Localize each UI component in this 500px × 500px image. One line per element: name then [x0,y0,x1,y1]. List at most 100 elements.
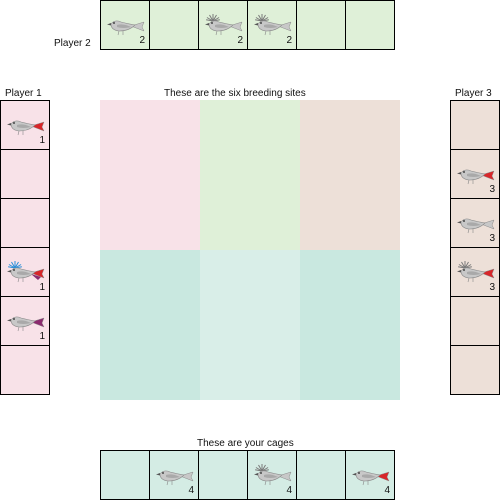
bird-icon[interactable] [5,260,45,286]
eye-icon [13,318,15,320]
leg-icon [362,480,365,486]
grey-crest-icon [458,261,472,269]
leg-icon [264,480,267,486]
player3-cage-column: 3 3 3 [450,100,500,395]
player2-cage-4[interactable]: 2 [247,0,297,50]
bird-count: 2 [286,35,292,46]
bird-icon[interactable] [350,463,390,489]
wing-icon [17,271,31,275]
leg-icon [17,326,20,332]
eye-icon [260,472,262,474]
wing-icon [166,474,180,478]
beak-icon [457,221,461,224]
tail-icon [30,268,45,279]
beak-icon [7,270,11,273]
leg-icon [467,228,470,234]
bird-icon[interactable] [252,463,292,489]
bird-count: 1 [39,135,45,146]
breeding-site-1[interactable] [100,100,200,250]
beak-icon [457,172,461,175]
your-cages-row: 4 4 4 [100,450,395,500]
wing-icon [215,24,229,28]
leg-icon [166,480,169,486]
player2-cage-5[interactable] [296,0,346,50]
bird-icon[interactable] [105,13,145,39]
bird-icon[interactable] [252,13,292,39]
player3-cage-1[interactable] [450,100,500,150]
beak-icon [7,123,11,126]
my-cage-5[interactable] [296,450,346,500]
bird-icon[interactable] [5,113,45,139]
wing-icon [264,474,278,478]
bird-icon[interactable] [455,260,495,286]
beak-icon [457,270,461,273]
leg-icon [17,130,20,136]
grey-crest-icon [206,14,220,22]
player3-cage-5[interactable] [450,296,500,346]
eye-icon [463,171,465,173]
tail-icon [480,170,495,181]
player1-cage-1[interactable]: 1 [0,100,50,150]
breeding-sites-caption: These are the six breeding sites [164,88,306,99]
tail-icon [179,471,194,482]
breeding-site-2[interactable] [200,100,300,250]
player3-cage-6[interactable] [450,345,500,395]
my-cage-1[interactable] [100,450,150,500]
player3-cage-2[interactable]: 3 [450,149,500,199]
player2-cage-2[interactable] [149,0,199,50]
bird-icon[interactable] [5,309,45,335]
breeding-site-5[interactable] [200,250,300,400]
tail-icon [277,471,292,482]
beak-icon [7,319,11,322]
leg-icon [215,30,218,36]
my-cage-6[interactable]: 4 [345,450,395,500]
my-cage-2[interactable]: 4 [149,450,199,500]
player3-cage-4[interactable]: 3 [450,247,500,297]
player3-cage-3[interactable]: 3 [450,198,500,248]
tail-icon [228,21,243,32]
breeding-site-6[interactable] [300,250,400,400]
bird-icon[interactable] [154,463,194,489]
wing-icon [467,173,481,177]
my-cage-4[interactable]: 4 [247,450,297,500]
beak-icon [352,473,356,476]
my-cage-3[interactable] [198,450,248,500]
wing-icon [17,320,31,324]
wing-icon [467,271,481,275]
leg-icon [117,30,120,36]
cages-caption: These are your cages [197,438,294,449]
player2-cage-6[interactable] [345,0,395,50]
beak-icon [254,473,258,476]
eye-icon [13,122,15,124]
player1-cage-5[interactable]: 1 [0,296,50,346]
player3-label: Player 3 [455,88,492,99]
bird-icon[interactable] [455,162,495,188]
grey-crest-icon [255,464,269,472]
player1-label: Player 1 [5,88,42,99]
bird-icon[interactable] [455,211,495,237]
wing-icon [117,24,131,28]
tail-icon [480,219,495,230]
bird-count: 4 [286,485,292,496]
bird-count: 4 [188,485,194,496]
player2-cage-3[interactable]: 2 [198,0,248,50]
eye-icon [463,269,465,271]
beak-icon [107,23,111,26]
bird-count: 1 [39,331,45,342]
player2-cage-1[interactable]: 2 [100,0,150,50]
wing-icon [362,474,376,478]
bird-icon[interactable] [203,13,243,39]
breeding-site-4[interactable] [100,250,200,400]
eye-icon [211,22,213,24]
eye-icon [358,472,360,474]
eye-icon [113,22,115,24]
beak-icon [205,23,209,26]
player1-cage-3[interactable] [0,198,50,248]
breeding-site-3[interactable] [300,100,400,250]
player2-cage-row: 2 2 2 [100,0,395,50]
player1-cage-6[interactable] [0,345,50,395]
leg-icon [17,277,20,283]
player1-cage-4[interactable]: 1 [0,247,50,297]
bird-count: 4 [384,485,390,496]
player1-cage-2[interactable] [0,149,50,199]
